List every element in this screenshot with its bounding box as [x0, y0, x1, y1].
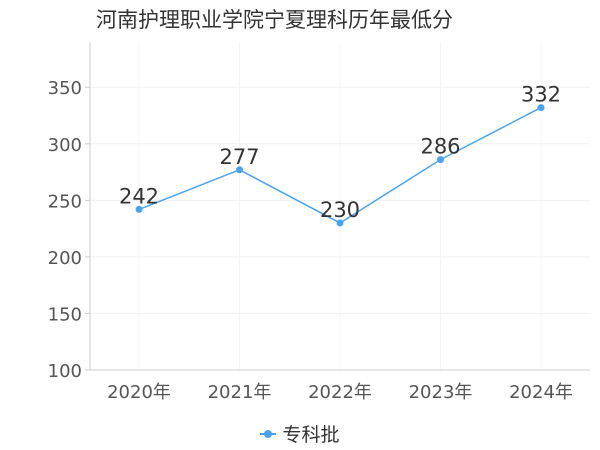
data-point [236, 166, 243, 174]
axes [85, 42, 590, 371]
data-point [437, 156, 444, 164]
grid-lines [90, 42, 590, 371]
y-tick-label: 100 [48, 361, 82, 382]
x-tick-label: 2021年 [208, 382, 272, 403]
data-point [336, 219, 344, 227]
data-point [135, 205, 143, 213]
x-tick-label: 2023年 [409, 382, 473, 403]
data-label: 277 [219, 145, 259, 169]
data-label: 286 [420, 135, 460, 159]
legend: 专科批 [0, 420, 600, 447]
data-points [135, 104, 545, 227]
y-tick-labels: 100 150 200 250 300 350 [48, 78, 82, 382]
data-label: 332 [521, 83, 561, 107]
data-label: 242 [119, 184, 159, 208]
data-point [537, 104, 545, 112]
y-tick-label: 350 [48, 78, 82, 99]
legend-label: 专科批 [282, 424, 340, 446]
data-label: 230 [320, 198, 360, 222]
y-tick-label: 150 [48, 304, 82, 325]
legend-marker-icon [260, 427, 277, 441]
x-tick-labels: 2020年 2021年 2022年 2023年 2024年 [107, 382, 573, 403]
x-tick-label: 2022年 [308, 382, 372, 403]
y-tick-label: 300 [48, 135, 82, 156]
y-tick-label: 250 [48, 191, 82, 212]
x-tick-label: 2024年 [509, 382, 573, 403]
x-tick-label: 2020年 [107, 382, 171, 403]
chart-title: 河南护理职业学院宁夏理科历年最低分 [96, 8, 453, 32]
data-labels: 242 277 230 286 332 [119, 83, 561, 222]
y-tick-label: 200 [48, 248, 82, 269]
